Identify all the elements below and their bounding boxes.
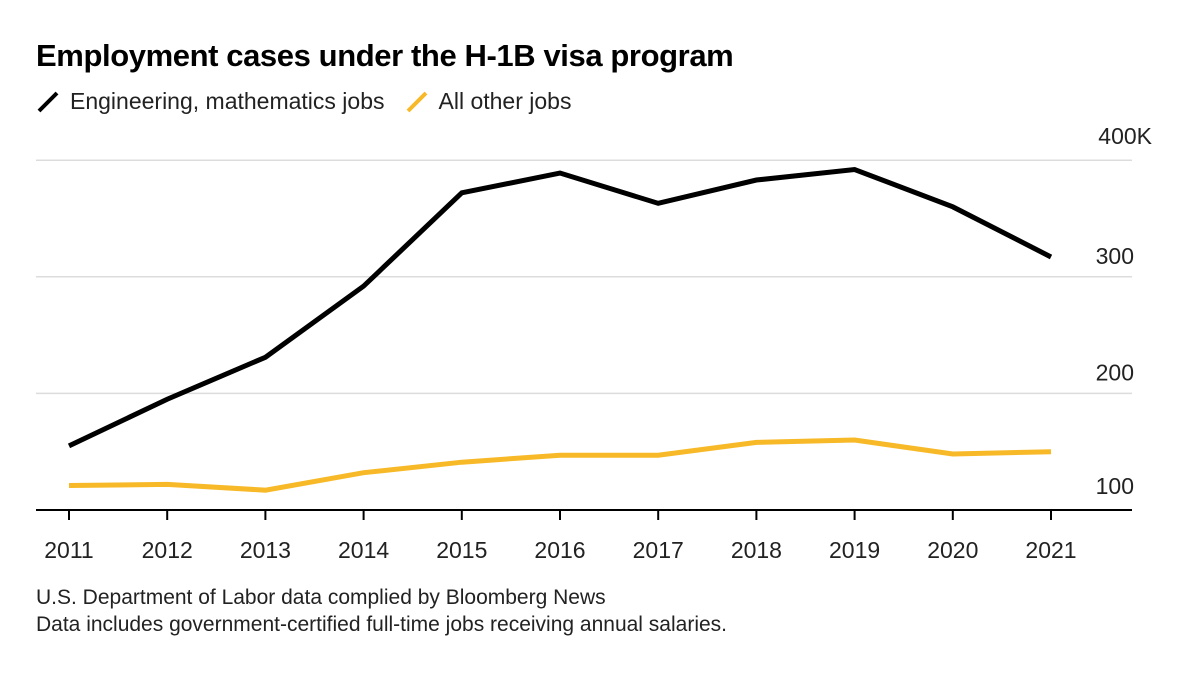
x-tick-label: 2012 bbox=[142, 537, 193, 563]
x-tick-label: 2016 bbox=[534, 537, 585, 563]
x-tick-label: 2017 bbox=[633, 537, 684, 563]
x-tick-label: 2015 bbox=[436, 537, 487, 563]
legend-swatch-engineering-icon bbox=[37, 91, 59, 112]
x-tick-label: 2013 bbox=[240, 537, 291, 563]
x-tick-label: 2020 bbox=[927, 537, 978, 563]
footnote-source: U.S. Department of Labor data complied b… bbox=[36, 586, 606, 609]
y-tick-label: 300 bbox=[1096, 243, 1134, 269]
footnote-note: Data includes government-certified full-… bbox=[36, 613, 728, 636]
series-line-engineering bbox=[67, 166, 1053, 449]
legend: Engineering, mathematics jobs All other … bbox=[36, 88, 591, 115]
y-tick-label: 400K bbox=[1098, 123, 1152, 149]
legend-item-engineering: Engineering, mathematics jobs bbox=[36, 88, 385, 115]
y-tick-label: 200 bbox=[1096, 359, 1134, 385]
chart-title: Employment cases under the H-1B visa pro… bbox=[36, 38, 734, 73]
legend-label-other: All other jobs bbox=[438, 88, 572, 114]
footnote: U.S. Department of Labor data complied b… bbox=[36, 584, 727, 638]
legend-item-other: All other jobs bbox=[405, 88, 572, 115]
x-tick-label: 2021 bbox=[1025, 537, 1076, 563]
legend-swatch-other-icon bbox=[406, 91, 427, 112]
x-tick-label: 2018 bbox=[731, 537, 782, 563]
x-tick-label: 2011 bbox=[44, 537, 93, 563]
x-tick-label: 2019 bbox=[829, 537, 880, 563]
x-tick-label: 2014 bbox=[338, 537, 389, 563]
y-tick-label: 100 bbox=[1096, 473, 1134, 499]
legend-label-engineering: Engineering, mathematics jobs bbox=[70, 88, 385, 114]
series-line-other bbox=[68, 437, 1052, 493]
